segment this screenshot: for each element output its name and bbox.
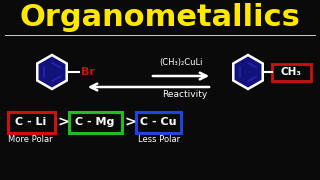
FancyBboxPatch shape [271, 64, 310, 80]
Text: Less Polar: Less Polar [138, 136, 180, 145]
Text: Organometallics: Organometallics [20, 3, 300, 31]
Polygon shape [233, 55, 263, 89]
Text: CH₃: CH₃ [281, 67, 301, 77]
Text: C - Cu: C - Cu [140, 117, 176, 127]
Text: >: > [124, 115, 136, 129]
Text: C - Mg: C - Mg [75, 117, 115, 127]
Text: C - Li: C - Li [15, 117, 47, 127]
FancyBboxPatch shape [135, 111, 180, 132]
Text: (CH₃)₂CuLi: (CH₃)₂CuLi [159, 58, 203, 67]
Polygon shape [37, 55, 67, 89]
Text: >: > [57, 115, 69, 129]
Text: Reactivity: Reactivity [162, 90, 208, 99]
Text: More Polar: More Polar [8, 136, 52, 145]
FancyBboxPatch shape [7, 111, 54, 132]
FancyBboxPatch shape [68, 111, 122, 132]
Text: Br: Br [81, 67, 95, 77]
